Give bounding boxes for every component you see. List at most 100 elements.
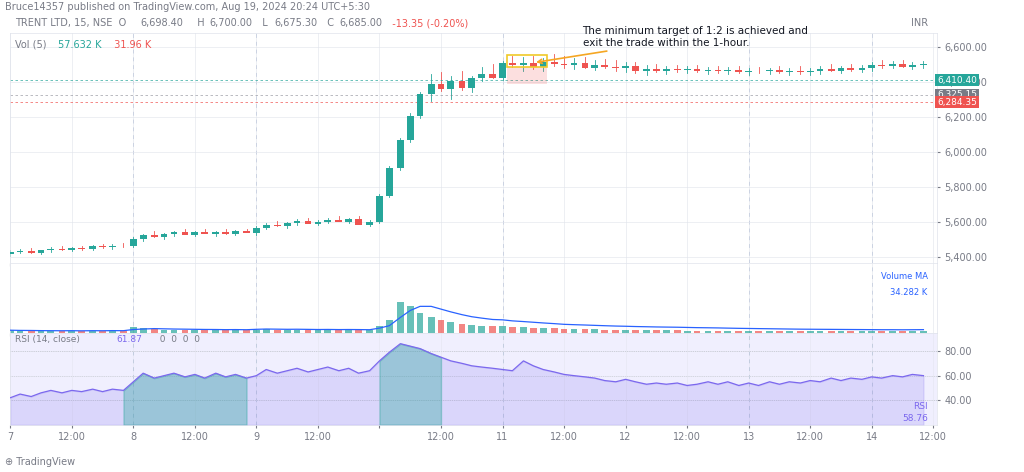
Bar [376, 327, 383, 333]
Bar [601, 65, 608, 67]
Text: 57.632 K: 57.632 K [58, 40, 102, 50]
Bar [827, 331, 835, 333]
Text: H: H [190, 18, 205, 28]
Bar [838, 331, 845, 333]
Bar [222, 232, 229, 234]
Bar [592, 329, 598, 333]
Bar [540, 62, 547, 67]
Bar [99, 331, 105, 333]
Bar [181, 232, 188, 235]
Text: The minimum target of 1:2 is achieved and
exit the trade within the 1-hour.: The minimum target of 1:2 is achieved an… [538, 26, 808, 63]
Bar [899, 64, 906, 67]
Bar [336, 220, 342, 222]
Bar [407, 116, 414, 140]
Bar [715, 70, 721, 71]
Bar [776, 331, 782, 333]
Bar [263, 329, 269, 333]
Bar [232, 330, 239, 333]
Bar [38, 331, 44, 333]
Bar [684, 330, 690, 333]
Bar [848, 68, 854, 70]
Bar [797, 331, 804, 333]
Bar [212, 232, 219, 234]
Bar [551, 62, 558, 64]
Bar [693, 330, 700, 333]
Text: Volume MA: Volume MA [881, 272, 928, 281]
Text: Vol (5): Vol (5) [15, 40, 52, 50]
Bar [417, 94, 424, 116]
Bar [161, 234, 168, 237]
Bar [570, 63, 578, 65]
Bar [305, 330, 311, 333]
Bar [28, 251, 35, 253]
Text: 0  0  0  0: 0 0 0 0 [154, 336, 200, 345]
Bar [643, 69, 650, 71]
Bar [520, 63, 526, 65]
Bar [508, 55, 547, 67]
Bar [705, 331, 712, 333]
Bar [191, 232, 199, 235]
Bar [139, 328, 146, 333]
Bar [58, 249, 66, 250]
Bar [28, 331, 35, 333]
Bar [592, 65, 598, 67]
Bar [693, 69, 700, 71]
Bar [879, 331, 885, 333]
Bar [78, 248, 85, 249]
Bar [202, 330, 208, 333]
Bar [653, 330, 659, 333]
Bar [827, 69, 835, 71]
Bar [325, 220, 331, 221]
Bar [355, 219, 361, 225]
Bar [273, 225, 281, 227]
Bar [284, 223, 291, 227]
Bar [674, 69, 681, 70]
Bar [345, 330, 352, 333]
Bar [459, 324, 465, 333]
Text: 34.282 K: 34.282 K [891, 287, 928, 297]
Bar [69, 248, 75, 250]
Bar [797, 71, 804, 72]
Bar [858, 331, 865, 333]
Text: 6,685.00: 6,685.00 [339, 18, 382, 28]
Bar [243, 231, 250, 234]
Text: 6,284.35: 6,284.35 [937, 98, 977, 107]
Bar [459, 81, 465, 88]
Bar [89, 246, 96, 249]
Bar [336, 330, 342, 333]
Bar [478, 326, 485, 333]
Bar [623, 66, 629, 68]
Bar [181, 330, 188, 333]
Bar [879, 65, 885, 66]
Bar [232, 231, 239, 234]
Bar [643, 330, 650, 333]
Bar [130, 239, 136, 246]
Bar [47, 249, 54, 250]
Text: RSI (14, close): RSI (14, close) [15, 336, 85, 345]
Bar [848, 331, 854, 333]
Bar [417, 313, 424, 333]
Bar [151, 329, 158, 333]
Bar [367, 222, 373, 225]
Text: 58.76: 58.76 [902, 414, 928, 423]
Bar [766, 331, 773, 333]
Bar [437, 320, 444, 333]
Text: 6,698.40: 6,698.40 [140, 18, 183, 28]
Bar [499, 63, 506, 77]
Bar [130, 327, 136, 333]
Bar [612, 67, 620, 68]
Bar [868, 65, 876, 67]
Bar [889, 331, 896, 333]
Bar [325, 330, 331, 333]
Bar [191, 330, 199, 333]
Bar [202, 232, 208, 234]
Bar [745, 71, 752, 72]
Bar [314, 330, 322, 333]
Bar [724, 70, 731, 71]
Text: C: C [321, 18, 334, 28]
Bar [489, 74, 496, 77]
Bar [909, 65, 915, 67]
Bar [151, 235, 158, 237]
Bar [582, 63, 589, 67]
Bar [243, 330, 250, 333]
